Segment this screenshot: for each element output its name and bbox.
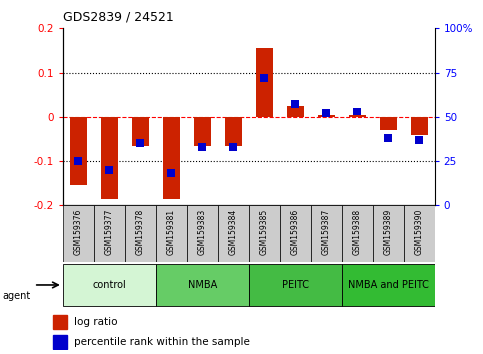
Text: GSM159377: GSM159377 xyxy=(105,209,114,255)
Bar xyxy=(74,157,82,165)
Bar xyxy=(101,117,118,199)
Bar xyxy=(384,134,392,142)
Bar xyxy=(53,335,68,348)
Bar xyxy=(291,101,299,108)
Bar xyxy=(311,205,342,262)
Text: GSM159388: GSM159388 xyxy=(353,209,362,255)
Bar xyxy=(342,264,435,306)
Text: GSM159378: GSM159378 xyxy=(136,209,145,255)
Bar xyxy=(105,166,113,174)
Bar xyxy=(229,143,237,151)
Bar xyxy=(156,264,249,306)
Text: GSM159389: GSM159389 xyxy=(384,209,393,255)
Bar xyxy=(136,139,144,147)
Bar xyxy=(411,117,428,135)
Bar xyxy=(249,205,280,262)
Bar xyxy=(373,205,404,262)
Bar xyxy=(415,136,423,144)
Text: GDS2839 / 24521: GDS2839 / 24521 xyxy=(63,10,173,23)
Bar xyxy=(53,315,68,329)
Bar xyxy=(287,106,304,117)
Bar xyxy=(132,117,149,145)
Bar xyxy=(404,205,435,262)
Bar xyxy=(94,205,125,262)
Bar xyxy=(187,205,218,262)
Text: agent: agent xyxy=(2,291,30,301)
Bar xyxy=(218,205,249,262)
Bar xyxy=(280,205,311,262)
Bar xyxy=(225,117,242,145)
Bar xyxy=(349,115,366,117)
Text: percentile rank within the sample: percentile rank within the sample xyxy=(74,337,250,347)
Bar xyxy=(168,170,175,177)
Text: GSM159386: GSM159386 xyxy=(291,209,300,255)
Bar xyxy=(322,109,330,117)
Bar xyxy=(63,205,94,262)
Text: GSM159384: GSM159384 xyxy=(229,209,238,255)
Text: NMBA and PEITC: NMBA and PEITC xyxy=(348,280,428,290)
Text: GSM159381: GSM159381 xyxy=(167,209,176,255)
Text: NMBA: NMBA xyxy=(187,280,217,290)
Bar xyxy=(156,205,187,262)
Bar xyxy=(194,117,211,145)
Text: GSM159387: GSM159387 xyxy=(322,209,331,255)
Bar xyxy=(318,115,335,117)
Bar xyxy=(249,264,342,306)
Text: PEITC: PEITC xyxy=(282,280,309,290)
Bar xyxy=(63,264,156,306)
Bar xyxy=(342,205,373,262)
Bar xyxy=(380,117,397,130)
Bar xyxy=(125,205,156,262)
Text: control: control xyxy=(92,280,126,290)
Bar xyxy=(256,48,273,117)
Text: GSM159376: GSM159376 xyxy=(74,209,83,255)
Text: GSM159383: GSM159383 xyxy=(198,209,207,255)
Bar xyxy=(70,117,87,185)
Bar xyxy=(163,117,180,199)
Bar xyxy=(199,143,206,151)
Text: log ratio: log ratio xyxy=(74,318,117,327)
Bar xyxy=(260,74,268,82)
Bar xyxy=(354,108,361,115)
Text: GSM159390: GSM159390 xyxy=(415,209,424,255)
Text: GSM159385: GSM159385 xyxy=(260,209,269,255)
